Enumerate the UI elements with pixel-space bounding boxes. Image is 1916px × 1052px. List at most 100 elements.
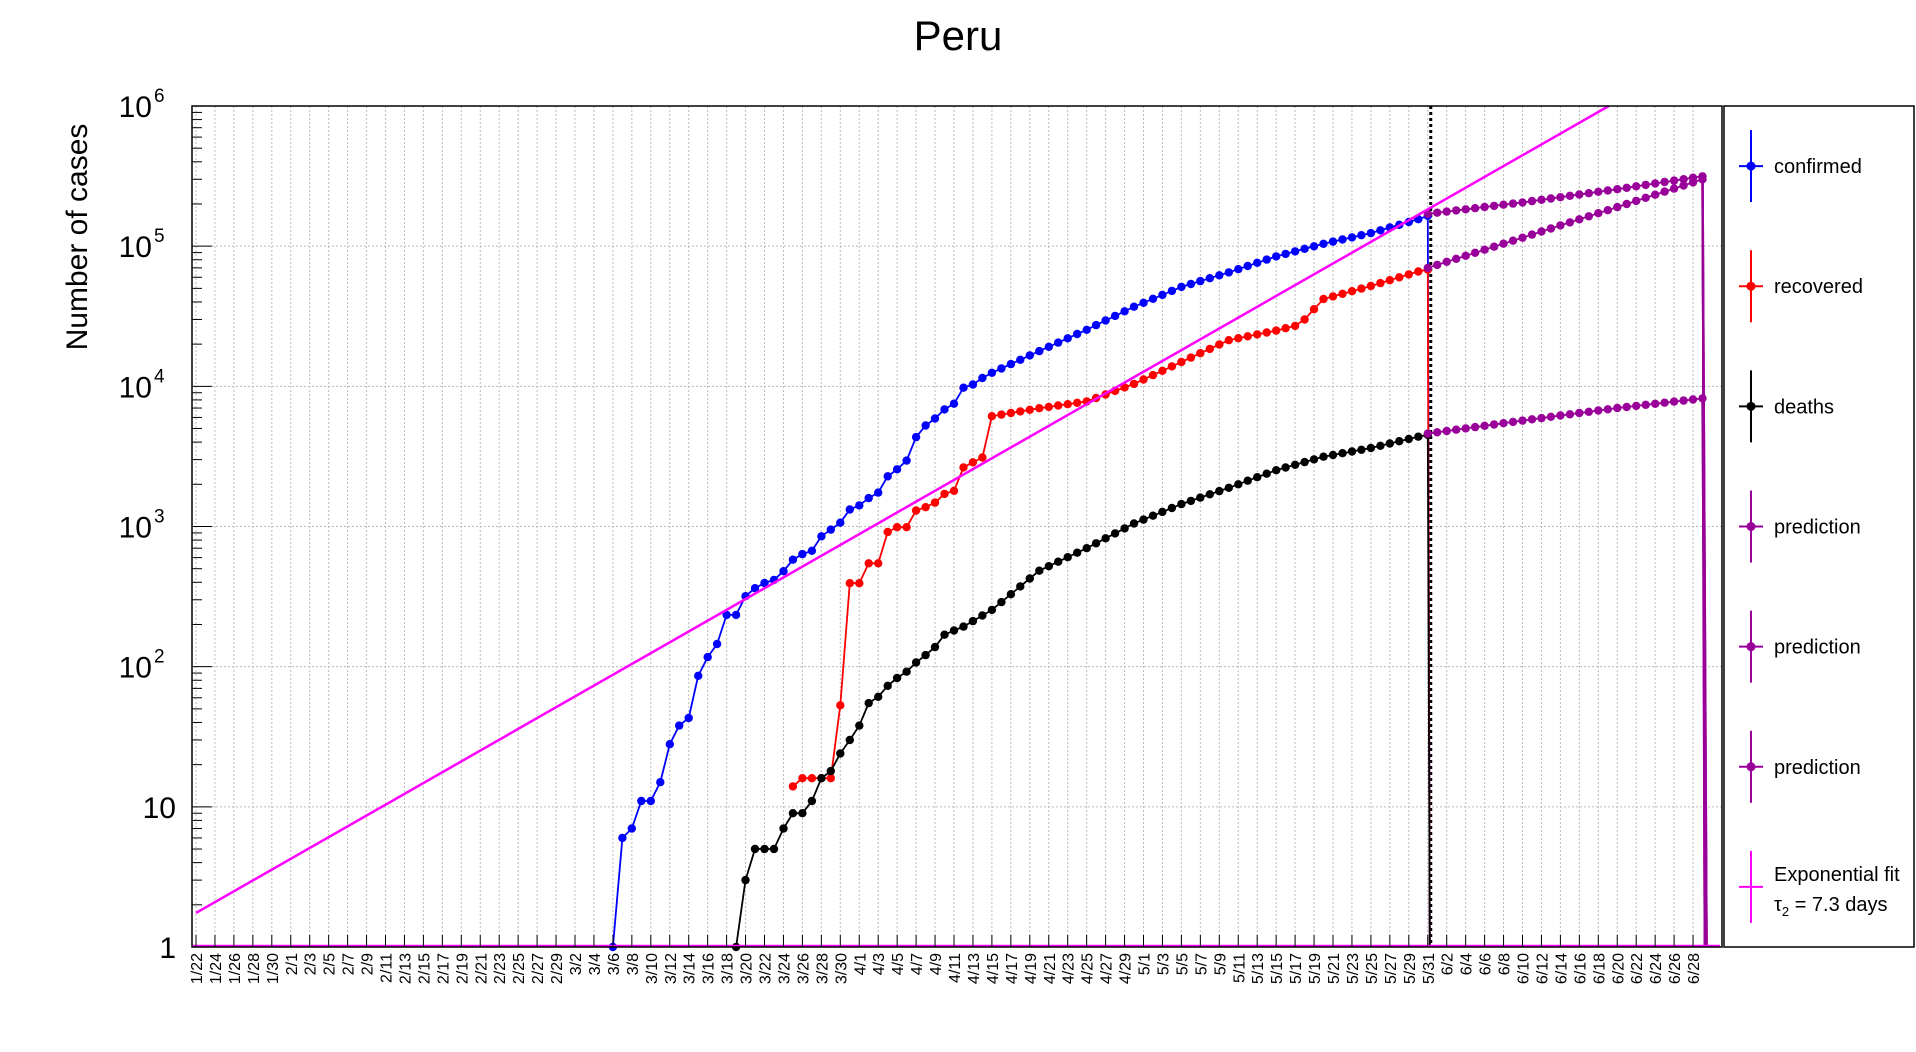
data-point — [1404, 434, 1414, 444]
data-point — [911, 432, 921, 442]
data-point — [1063, 400, 1072, 409]
data-point — [930, 498, 940, 507]
data-point — [750, 844, 760, 854]
x-tick-label: 5/17 — [1288, 953, 1305, 984]
data-point — [1129, 519, 1139, 528]
x-tick-label: 6/20 — [1610, 953, 1627, 984]
x-tick-label: 4/23 — [1061, 953, 1078, 984]
data-point — [883, 681, 892, 690]
legend-entry: deaths — [1739, 370, 1834, 443]
x-tick-label: 3/24 — [776, 953, 793, 984]
x-tick-label: 4/17 — [1004, 953, 1021, 984]
data-point — [855, 501, 864, 510]
data-point — [1319, 294, 1328, 304]
data-point — [930, 414, 940, 423]
data-point — [1537, 413, 1546, 423]
data-point — [1546, 412, 1556, 421]
data-point — [1139, 515, 1148, 524]
data-point — [1215, 340, 1224, 349]
data-point — [949, 399, 959, 408]
data-point — [1215, 271, 1224, 280]
legend: confirmed recovered deaths prediction predic… — [1723, 105, 1915, 948]
data-point — [902, 667, 911, 676]
data-point — [940, 405, 949, 414]
data-point — [1290, 321, 1300, 331]
x-tick-label: 5/5 — [1174, 953, 1191, 975]
data-point — [817, 774, 826, 783]
y-tick-exponent: 5 — [154, 226, 165, 247]
data-point — [1110, 311, 1120, 321]
y-tick-label: 10 — [119, 652, 152, 685]
data-point — [1300, 244, 1309, 253]
x-tick-label: 1/24 — [208, 953, 225, 984]
data-point — [1404, 270, 1414, 279]
data-point — [1016, 582, 1025, 591]
data-point — [1253, 330, 1262, 339]
x-tick-label: 4/1 — [852, 953, 869, 975]
data-point — [1006, 359, 1016, 369]
x-tick-label: 4/13 — [966, 953, 983, 984]
data-point — [1110, 529, 1120, 538]
data-point — [1347, 233, 1357, 242]
x-tick-label: 3/22 — [758, 953, 775, 984]
legend-label: recovered — [1774, 276, 1863, 298]
x-tick-label: 3/26 — [795, 953, 812, 984]
data-point — [1688, 395, 1698, 404]
data-point — [1205, 490, 1215, 499]
data-point — [997, 364, 1006, 373]
data-point — [1414, 432, 1423, 441]
data-point — [1508, 199, 1518, 208]
data-point — [1376, 278, 1385, 288]
x-tick-label: 3/28 — [814, 953, 831, 984]
data-point — [1347, 447, 1357, 456]
data-point — [1044, 402, 1054, 412]
data-point — [1669, 397, 1679, 406]
y-tick-label: 10 — [119, 512, 152, 545]
data-point — [1347, 287, 1357, 296]
data-point — [883, 527, 892, 537]
data-point — [1177, 499, 1186, 509]
y-tick-label: 10 — [119, 371, 152, 404]
data-point — [1025, 405, 1035, 414]
data-point — [1489, 201, 1499, 211]
x-tick-label: 4/21 — [1042, 953, 1059, 984]
data-point — [1584, 212, 1594, 221]
data-point — [1679, 181, 1688, 190]
data-point — [1470, 248, 1480, 257]
data-point — [1452, 425, 1461, 434]
x-tick-label: 2/11 — [379, 953, 396, 983]
data-point — [1594, 406, 1603, 415]
data-point — [1281, 324, 1290, 333]
x-tick-label: 6/6 — [1478, 953, 1495, 975]
series-prediction-4 — [1423, 175, 1707, 948]
data-point — [1035, 566, 1044, 575]
data-point — [703, 652, 712, 662]
data-point — [1177, 357, 1186, 367]
data-point — [1366, 281, 1376, 291]
data-point — [769, 844, 779, 854]
data-point — [731, 610, 741, 620]
data-point — [637, 796, 646, 806]
y-tick-exponent: 2 — [154, 647, 165, 668]
x-tick-label: 4/11 — [947, 953, 964, 983]
data-point — [1129, 379, 1139, 389]
data-point — [874, 692, 883, 701]
x-tick-label: 5/11 — [1231, 953, 1248, 983]
x-tick-label: 3/10 — [644, 953, 661, 984]
data-point — [694, 671, 703, 680]
data-point — [1594, 187, 1603, 196]
legend-marker — [1746, 762, 1756, 772]
data-point — [987, 412, 997, 421]
data-point — [1091, 539, 1101, 548]
data-point — [1442, 207, 1451, 216]
data-point — [1309, 305, 1319, 314]
x-tick-label: 6/10 — [1516, 953, 1533, 984]
data-point — [1376, 441, 1385, 450]
data-point — [1309, 455, 1319, 464]
data-point — [1527, 415, 1537, 424]
data-point — [788, 809, 798, 818]
x-tick-label: 4/7 — [909, 953, 926, 975]
data-point — [1660, 187, 1669, 196]
y-tick-label: 10 — [119, 91, 152, 124]
